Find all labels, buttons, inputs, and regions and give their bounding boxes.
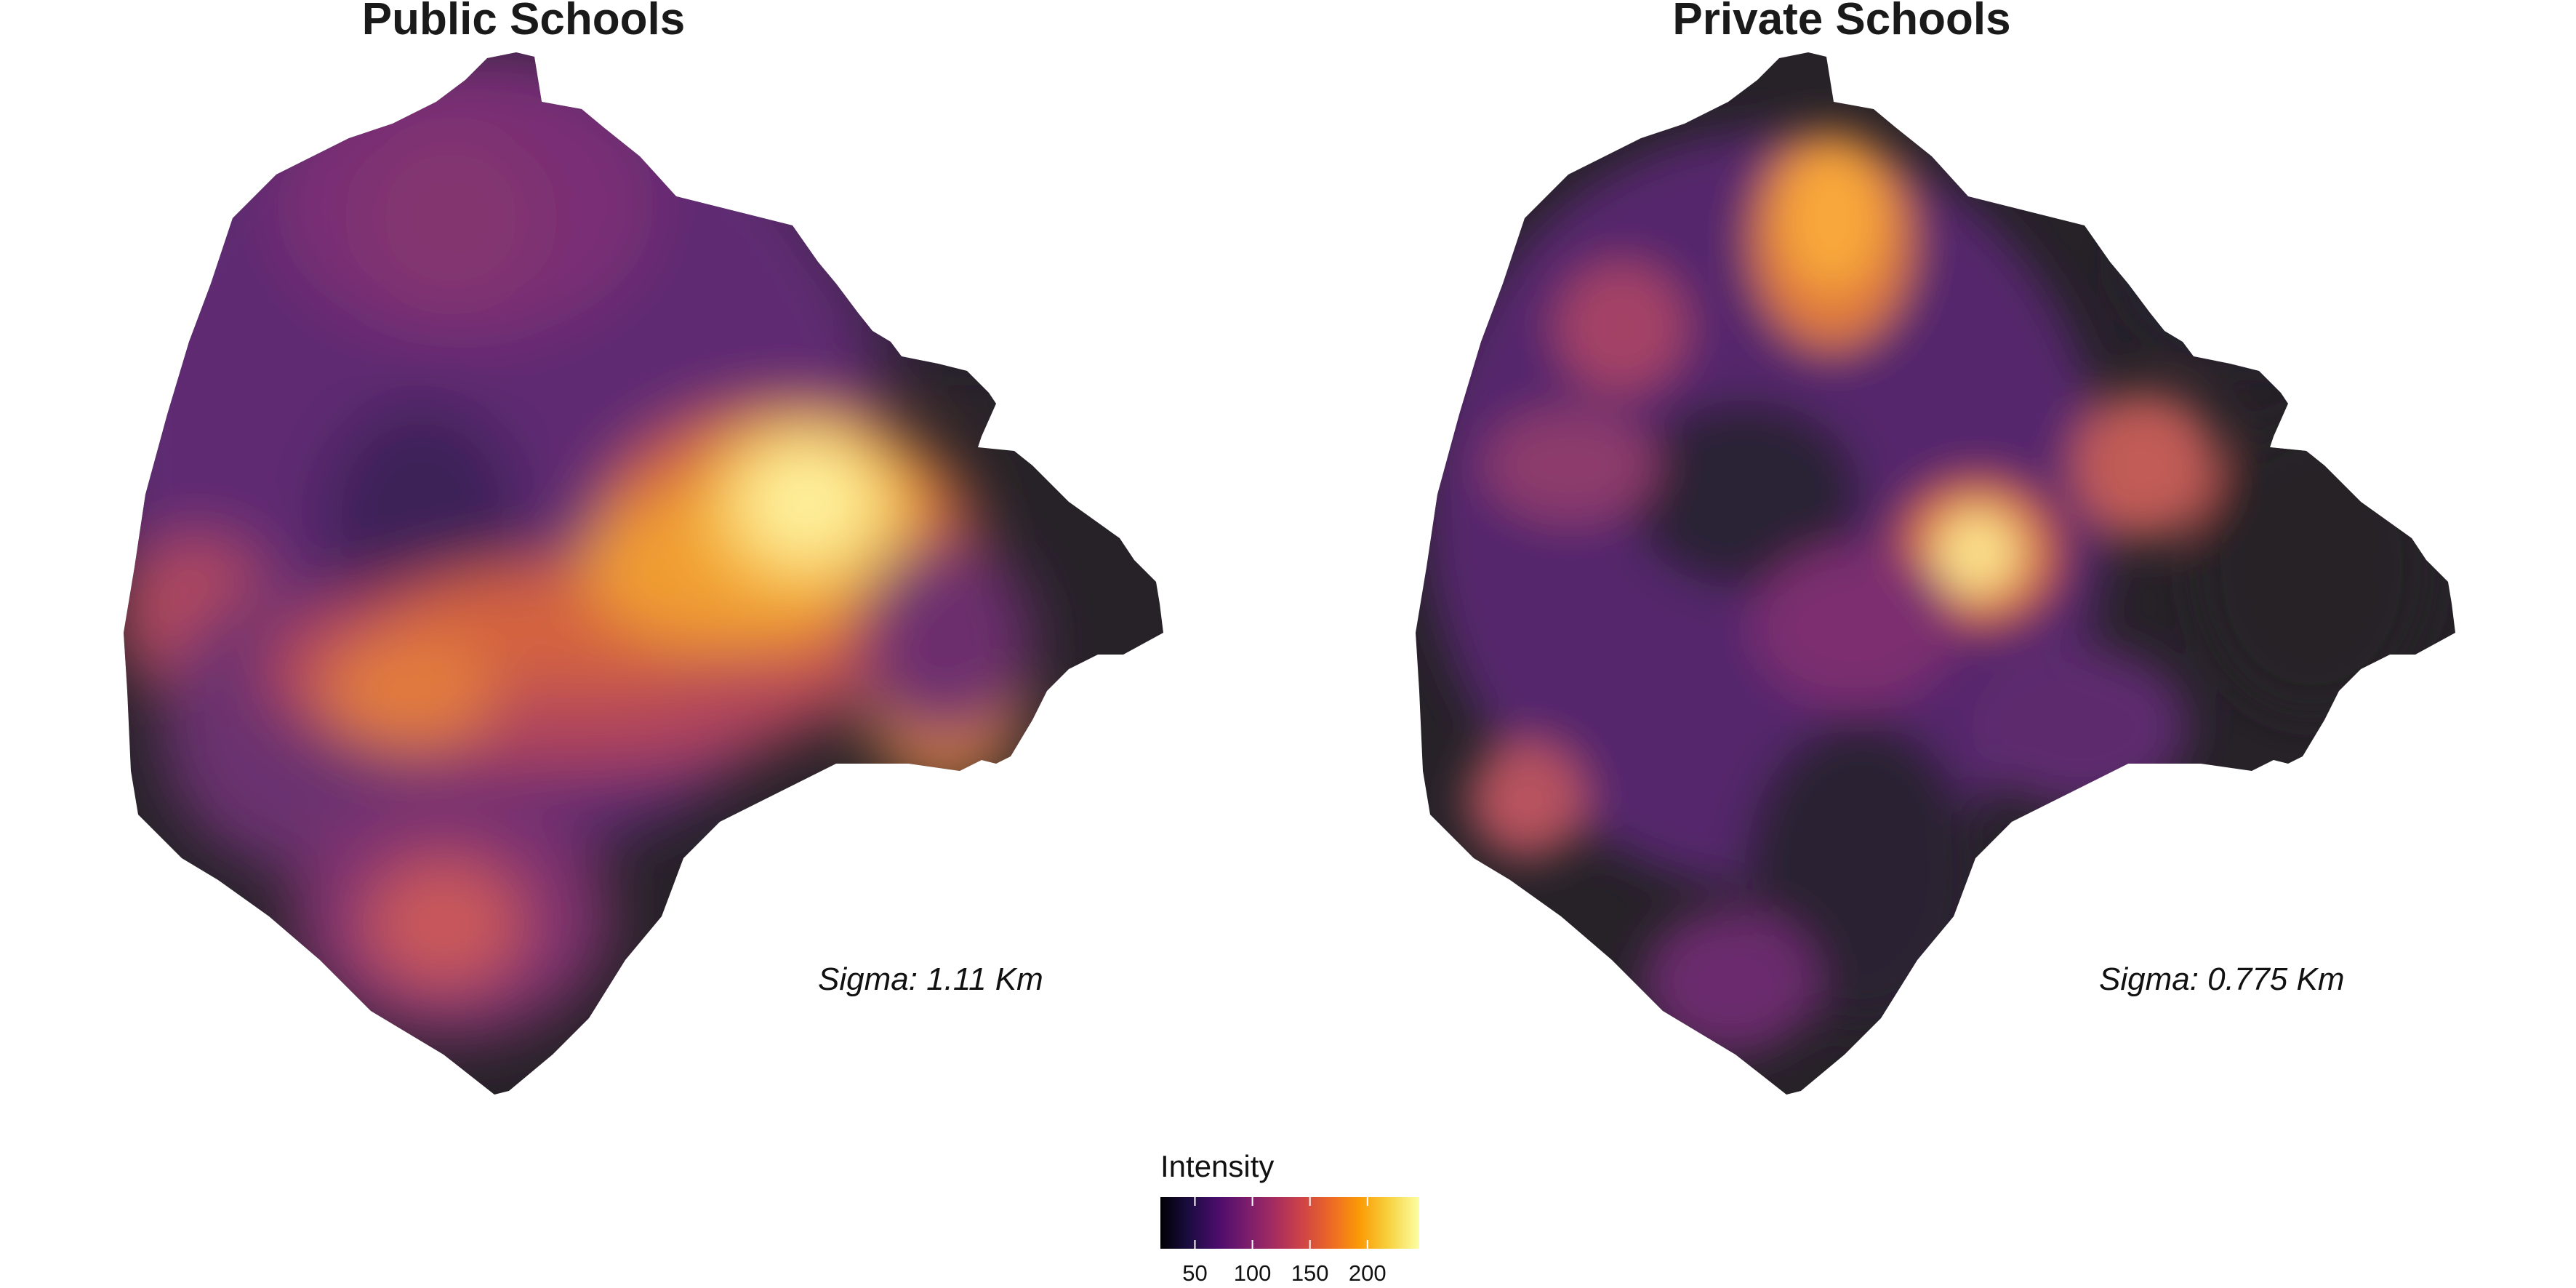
private-sigma-label: Sigma: 0.775 Km (2099, 961, 2345, 997)
public-schools-map (124, 52, 1163, 1095)
legend-colorbar (1160, 1197, 1419, 1249)
legend-tick-label: 150 (1291, 1260, 1329, 1286)
private-schools-title: Private Schools (1672, 0, 2011, 44)
legend-tick-label: 50 (1182, 1260, 1208, 1286)
public-sigma-label: Sigma: 1.11 Km (818, 961, 1043, 997)
legend-tick-marks (1194, 1197, 1368, 1249)
legend-title: Intensity (1160, 1149, 1275, 1183)
legend-tick-label: 100 (1233, 1260, 1272, 1286)
private-schools-map (1416, 52, 2455, 1095)
legend-tick-label: 200 (1348, 1260, 1387, 1286)
public-schools-title: Public Schools (361, 0, 686, 44)
